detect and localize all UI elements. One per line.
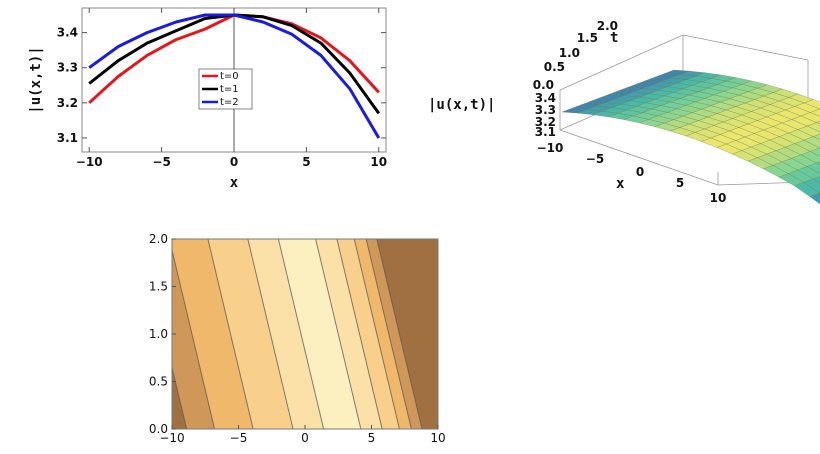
- surface-t-tick: 2.0: [597, 19, 618, 33]
- contour-band: [207, 239, 293, 429]
- contour-xtick-label: 5: [368, 431, 376, 445]
- surface-patch: [809, 108, 820, 117]
- surface-x-tick: −10: [537, 141, 564, 155]
- line-xtick-label: 5: [302, 155, 310, 169]
- surface-t-tick: 0.5: [544, 60, 565, 74]
- surface-z-tick: 3.3: [535, 103, 556, 117]
- series-line-t2: [88, 13, 381, 139]
- contour-line: [172, 365, 188, 429]
- surface-x-tick: 0: [636, 165, 644, 179]
- contour-band: [336, 239, 400, 429]
- line-xtick-label: 0: [230, 155, 238, 169]
- surface-t-label: t: [610, 30, 618, 46]
- surface-z-tick: 3.1: [535, 125, 556, 139]
- contour-ytick-label: 1.5: [149, 280, 168, 294]
- contour-xtick-label: −10: [159, 431, 184, 445]
- contour-line: [172, 248, 216, 429]
- legend-label-t1: t=1: [220, 84, 239, 95]
- contour-ytick-label: 2.0: [149, 232, 168, 246]
- legend-label-t2: t=2: [220, 97, 239, 108]
- contour-ytick-label: 1.0: [149, 327, 168, 341]
- surface-t-tick: 1.0: [559, 46, 580, 60]
- line-ylabel: |u(x,t)|: [28, 46, 44, 113]
- contour-band: [315, 239, 383, 429]
- contour-xtick-label: −5: [230, 431, 248, 445]
- surface-patch: [815, 121, 820, 125]
- surface-patch: [812, 176, 820, 184]
- line-xtick-label: −5: [152, 155, 170, 169]
- surface-x-tick: −5: [586, 152, 604, 166]
- contour-xtick-label: 10: [430, 431, 445, 445]
- contour-band: [172, 367, 187, 429]
- line-ytick-label: 3.3: [57, 61, 78, 75]
- contour-ytick-label: 0.0: [149, 422, 168, 436]
- surface-patch: [815, 161, 820, 166]
- surface-patch: [809, 192, 820, 205]
- surface-x-tick: 5: [676, 176, 684, 190]
- line-ytick-label: 3.2: [57, 96, 78, 110]
- contour-band: [354, 239, 412, 429]
- line-xlabel: x: [230, 175, 239, 191]
- contour-line: [376, 239, 423, 429]
- surface-t-tick: 0.0: [533, 78, 554, 92]
- line-xtick-label: 10: [370, 155, 387, 169]
- contour-ytick-label: 0.5: [149, 375, 168, 389]
- surface-chart: 0.0 0.51.01.52.0 3.13.23.33.4 −10 −5 0 5 10 t x…: [428, 19, 820, 205]
- contour-band: [366, 239, 422, 429]
- line-legend: t=0 t=1 t=2: [198, 68, 253, 110]
- contour-band: [172, 239, 254, 429]
- line-chart: −10 −5 0 5 10 3.1 3.2 3.3 3.4 x |u(x,t)| t=0 t=…: [28, 7, 387, 191]
- surface-z-tick: 3.4: [535, 91, 556, 105]
- contour-line: [207, 239, 254, 429]
- contour-band: [376, 239, 438, 429]
- line-ytick-label: 3.1: [57, 131, 78, 145]
- contour-line: [365, 239, 412, 429]
- contour-band: [247, 239, 324, 429]
- contour-xtick-label: 0: [301, 431, 309, 445]
- line-ytick-label: 3.4: [57, 26, 78, 40]
- contour-line: [315, 239, 362, 429]
- legend-label-t0: t=0: [220, 71, 239, 82]
- surface-z-label: |u(x,t)|: [428, 97, 495, 113]
- contour-chart: −10 −5 0 5 10 0.0 0.5 1.0 1.5 2.0: [149, 232, 446, 445]
- surface-x-label: x: [616, 176, 625, 192]
- surface-t-tick: 1.5: [577, 31, 598, 45]
- surface-z-tick: 3.2: [535, 115, 556, 129]
- surface-mesh: [561, 69, 820, 205]
- surface-x-tick: 10: [710, 191, 727, 205]
- contour-line: [247, 239, 294, 429]
- contour-band: [278, 239, 361, 429]
- contour-line: [353, 239, 400, 429]
- contour-line: [277, 239, 325, 429]
- line-xtick-label: −10: [76, 155, 103, 169]
- surface-patch: [809, 147, 820, 157]
- contour-line: [336, 239, 383, 429]
